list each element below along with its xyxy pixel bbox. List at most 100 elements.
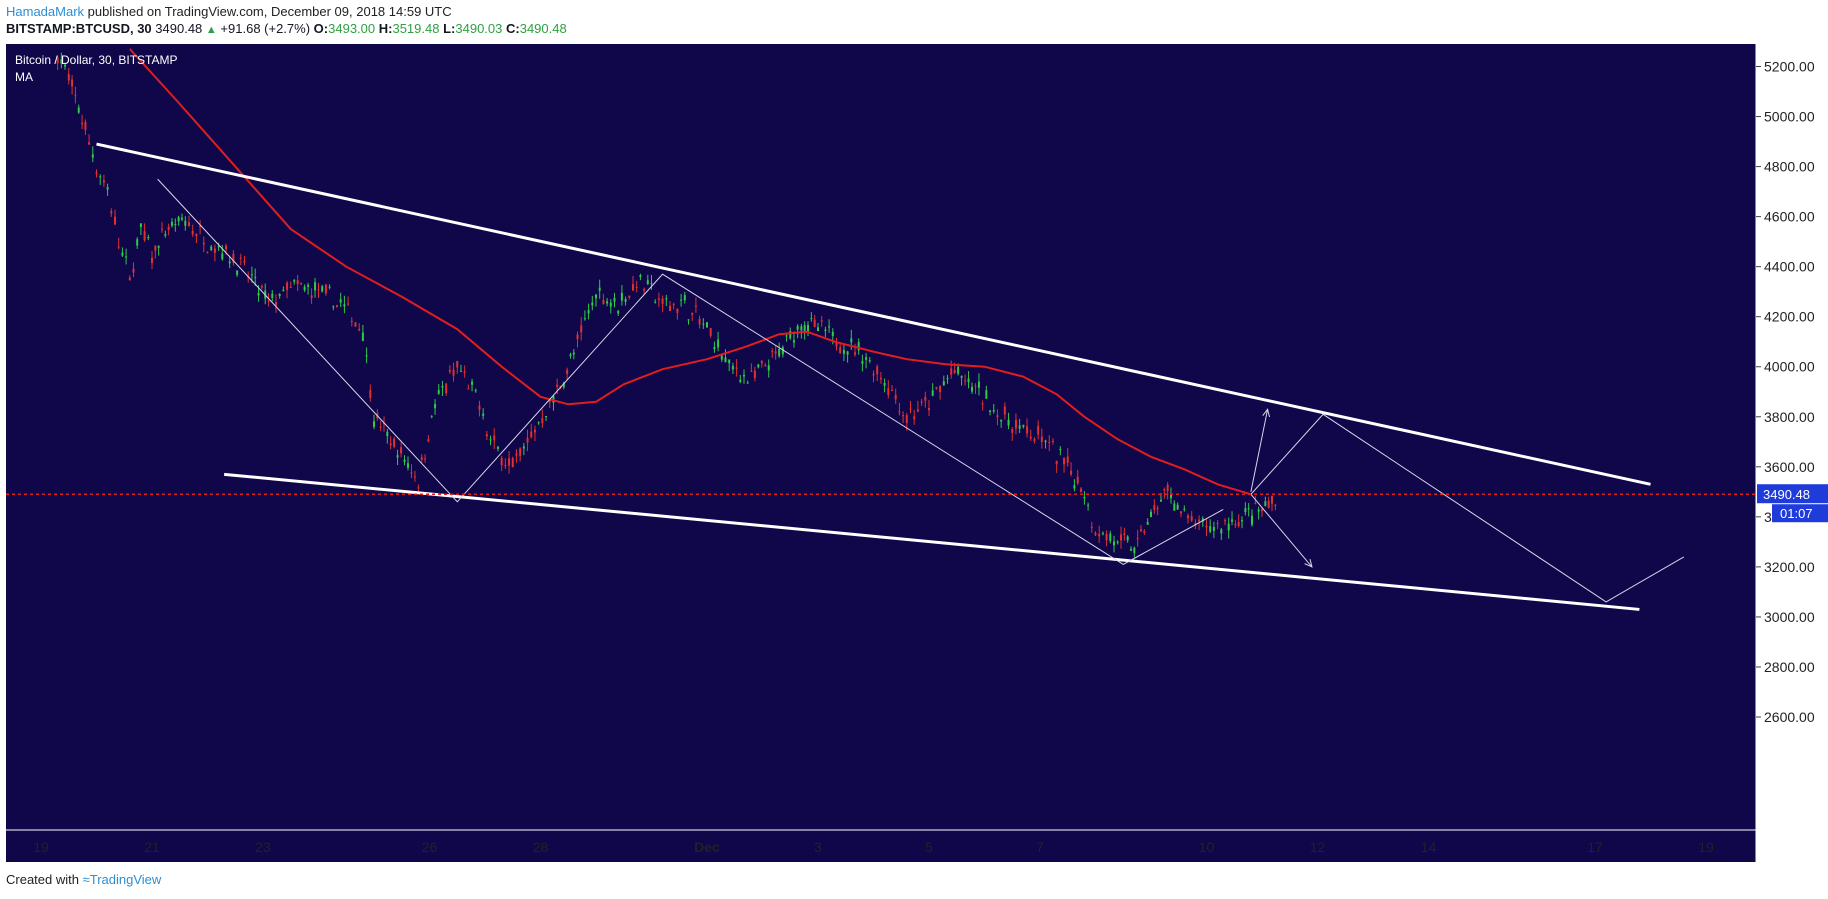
candle-body [687,319,690,321]
candle-body [628,295,631,298]
ma-series-line[interactable] [129,48,1252,496]
candle-body [328,286,331,288]
candle-body [74,94,77,96]
candle-body [369,389,372,398]
candle-body [125,256,128,258]
candle-body [891,389,893,391]
candle-body [147,236,150,239]
candle-body [977,381,980,388]
price-tick-label: 2600.00 [1764,709,1815,725]
candle-body [485,434,488,437]
candle-body [717,339,720,348]
trendline-upper-channel[interactable] [96,142,1651,486]
candle-body [632,284,634,291]
candle-body [463,371,466,373]
candle-body [478,405,481,410]
candle-body [300,283,303,285]
candle-body [128,277,131,281]
candle-body [160,228,163,230]
last-price: 3490.48 [155,21,203,36]
candle-body [396,455,399,458]
candle-body [537,422,540,424]
candle-body [347,303,350,305]
candle-body [389,443,392,446]
projection-breakout-arrow[interactable] [1250,409,1269,492]
projection-breakdown-arrow[interactable] [1250,493,1313,568]
candle-body [1220,529,1223,534]
candle-body [545,416,548,418]
candle-body [598,287,601,291]
candle-body [680,299,683,301]
candle-body [482,413,485,416]
candle-body [595,294,597,299]
price-axis[interactable]: 5200.00 5000.00 4800.00 4600.00 4400.00 4200.… [1756,59,1828,726]
candle-body [1231,519,1234,522]
candle-body [580,325,583,333]
candle-body [996,415,999,418]
candle-body [556,384,559,387]
candle-body [1120,534,1123,541]
candle-body [865,357,868,360]
candle-body [522,446,525,449]
arrowhead-icon [1262,408,1271,418]
time-tick-label: 10 [1199,839,1215,855]
candle-body [974,385,977,387]
time-tick-label: Dec [694,839,720,855]
candle-body [1198,519,1201,522]
arrowhead-icon [1304,559,1313,568]
candle-body [441,385,444,388]
candle-body [254,276,257,278]
candle-body [753,370,756,379]
candle-body [591,302,594,306]
candle-body [350,320,353,322]
price-tick-label: 4400.00 [1764,259,1815,275]
candle-body [902,415,905,417]
candle-body [1169,494,1172,499]
publish-line: HamadaMark published on TradingView.com,… [6,4,452,19]
time-tick-label: 7 [1036,839,1044,855]
projection-bullish-path[interactable] [1250,413,1685,603]
candle-body [824,329,827,331]
candle-body [828,326,831,328]
candle-body [576,334,579,340]
candle-body [1022,424,1025,427]
candle-body [706,322,708,328]
candle-body [967,378,970,383]
candle-body [467,388,470,390]
candle-body [857,342,860,351]
candle-body [452,369,455,376]
candle-body [424,458,427,460]
time-axis[interactable]: 19 21 23 26 28 Dec 3 5 7 10 12 14 17 19 [33,839,1714,855]
candle-body [1136,538,1139,540]
countdown-tag [1772,504,1828,523]
candle-body [654,301,657,303]
candle-body [106,187,109,190]
chart-plot-area[interactable] [6,44,1756,862]
candle-body [500,457,503,466]
candle-body [876,366,879,375]
candle-body [992,410,995,412]
candle-body [1187,515,1189,519]
candle-body [533,429,536,433]
candle-body [225,245,227,250]
candle-body [102,180,105,183]
candle-body [1209,526,1212,532]
tradingview-logo-icon[interactable]: ≈ [82,872,90,887]
candle-body [913,416,916,420]
trendline-lower-channel[interactable] [224,472,1640,611]
candle-body [569,354,572,357]
candle-body [496,446,499,449]
candle-body [909,408,912,410]
candle-body [1066,456,1069,463]
candle-body [735,367,738,369]
candle-body [286,282,289,290]
time-tick-label: 28 [533,839,549,855]
tradingview-brand[interactable]: TradingView [89,872,162,887]
author-link[interactable]: HamadaMark [6,4,85,19]
candle-body [842,349,845,354]
indicator-label[interactable]: MA [15,70,33,84]
candle-body [850,338,853,343]
projection-past-swings[interactable] [157,178,1224,565]
candle-body [1254,503,1257,505]
